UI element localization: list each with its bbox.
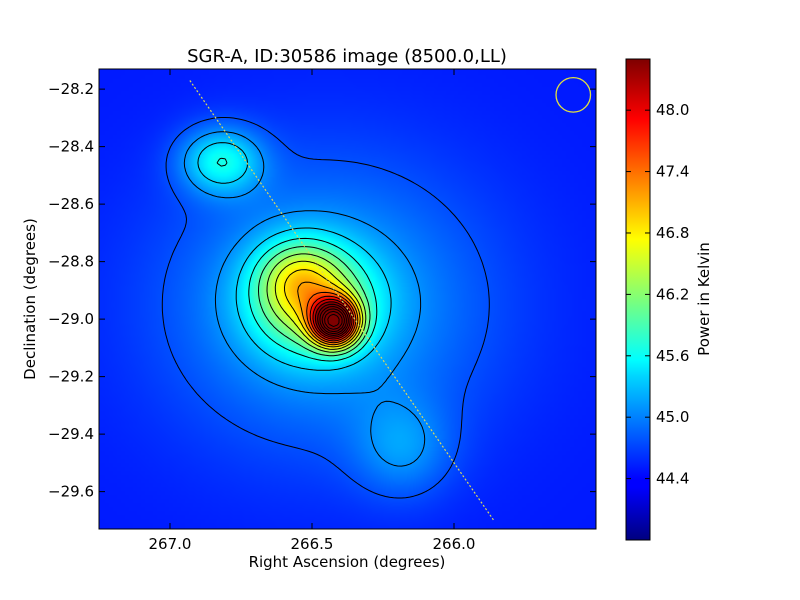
contour-line: [284, 269, 361, 348]
contour-line: [319, 306, 347, 335]
contour-line: [266, 253, 367, 353]
y-tick-label: −29.2: [48, 368, 94, 386]
colorbar-tick-label: 44.4: [656, 470, 689, 488]
galactic-plane-line: [189, 80, 495, 521]
contour-line: [309, 295, 355, 342]
contour-line: [258, 246, 371, 357]
x-tick-label: 267.0: [149, 535, 192, 553]
contour-line: [317, 303, 349, 336]
contour-line: [327, 313, 340, 328]
contour-line: [297, 281, 359, 346]
plot-area: [98, 68, 597, 530]
x-axis-ticks: 267.0 266.5 266.0: [149, 69, 476, 553]
chart-title: SGR-A, ID:30586 image (8500.0,LL): [187, 46, 507, 67]
contour-line: [314, 301, 351, 338]
colorbar-tick-label: 46.8: [656, 224, 689, 242]
y-axis-label: Declination (degrees): [21, 218, 39, 380]
colorbar-tick-label: 48.0: [656, 101, 689, 119]
contour-line: [183, 131, 426, 467]
y-tick-label: −29.4: [48, 425, 94, 443]
y-tick-label: −28.2: [48, 80, 94, 98]
contour-line: [197, 142, 392, 371]
colorbar-tick-label: 45.6: [656, 347, 689, 365]
colorbar-tick-label: 46.2: [656, 285, 689, 303]
contour-line: [274, 260, 364, 350]
y-tick-label: −28.6: [48, 195, 94, 213]
contour-layer: [161, 117, 490, 499]
y-axis-ticks: −28.2 −28.4 −28.6 −28.8 −29.0 −29.2 −29.4 −29.6: [48, 80, 596, 501]
plot-frame: [98, 68, 597, 530]
colorbar-ticks: 44.4 45.0 45.6 46.2 46.8 47.4 48.0: [626, 101, 689, 488]
beam-circle: [555, 76, 592, 113]
heatmap-image: [99, 69, 596, 529]
y-tick-label: −28.4: [48, 138, 94, 156]
contour-line: [324, 310, 343, 330]
x-tick-label: 266.0: [433, 535, 476, 553]
contour-line: [321, 308, 345, 333]
colorbar: 44.4 45.0 45.6 46.2 46.8 47.4 48.0 Power in Ke…: [625, 58, 713, 541]
y-tick-label: −29.6: [48, 483, 94, 501]
contour-line: [216, 157, 378, 362]
colorbar-label: Power in Kelvin: [695, 242, 713, 356]
y-tick-label: −28.8: [48, 253, 94, 271]
colorbar-tick-label: 47.4: [656, 163, 689, 181]
contour-line: [161, 117, 490, 499]
x-axis-label: Right Ascension (degrees): [249, 553, 446, 571]
y-tick-label: −29.0: [48, 310, 94, 328]
colorbar-gradient: [625, 58, 651, 541]
colorbar-tick-label: 45.0: [656, 408, 689, 426]
x-tick-label: 266.5: [291, 535, 334, 553]
